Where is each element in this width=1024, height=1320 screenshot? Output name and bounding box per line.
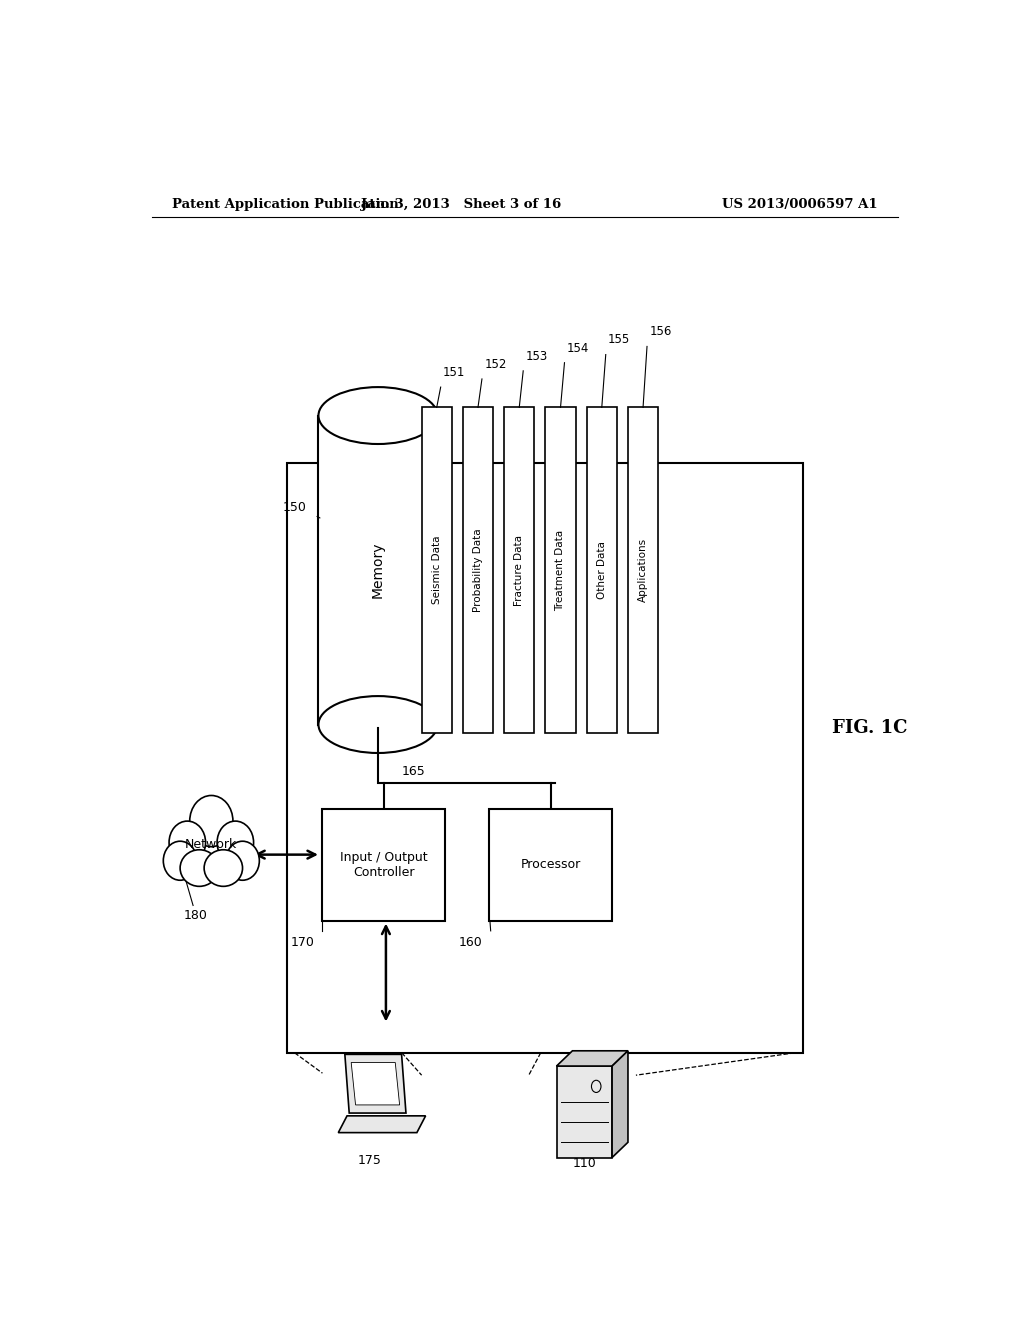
Text: Applications: Applications: [638, 539, 648, 602]
Ellipse shape: [169, 821, 206, 863]
Text: 153: 153: [525, 350, 548, 363]
Text: Fracture Data: Fracture Data: [514, 535, 524, 606]
Text: Patent Application Publication: Patent Application Publication: [172, 198, 398, 211]
Text: 154: 154: [567, 342, 589, 355]
Ellipse shape: [318, 387, 437, 444]
Text: 160: 160: [459, 936, 482, 949]
Text: 165: 165: [401, 766, 426, 779]
Text: 175: 175: [358, 1155, 382, 1167]
Polygon shape: [556, 1051, 628, 1067]
Bar: [504, 408, 535, 733]
Text: Input / Output
Controller: Input / Output Controller: [340, 851, 428, 879]
Ellipse shape: [204, 850, 243, 886]
Ellipse shape: [180, 850, 218, 886]
Text: Jan. 3, 2013   Sheet 3 of 16: Jan. 3, 2013 Sheet 3 of 16: [361, 198, 561, 211]
Text: 156: 156: [649, 325, 672, 338]
Ellipse shape: [318, 696, 437, 752]
Text: Other Data: Other Data: [597, 541, 607, 599]
Text: Probability Data: Probability Data: [473, 528, 483, 612]
Text: Seismic Data: Seismic Data: [432, 536, 441, 605]
Ellipse shape: [225, 841, 259, 880]
Ellipse shape: [217, 821, 254, 863]
Bar: [628, 408, 658, 733]
Text: 110: 110: [572, 1156, 596, 1170]
Bar: [422, 408, 452, 733]
Text: Treatment Data: Treatment Data: [555, 529, 565, 611]
Bar: [489, 809, 612, 921]
Bar: [463, 408, 494, 733]
Text: 170: 170: [291, 936, 314, 949]
Ellipse shape: [163, 841, 197, 880]
Text: 180: 180: [183, 908, 208, 921]
Text: 155: 155: [608, 334, 631, 346]
Bar: [556, 1067, 612, 1158]
Bar: [587, 408, 616, 733]
Ellipse shape: [189, 796, 232, 846]
Polygon shape: [345, 1055, 406, 1113]
Polygon shape: [351, 1063, 399, 1105]
Text: FIG. 1C: FIG. 1C: [833, 718, 907, 737]
Text: Processor: Processor: [520, 858, 581, 871]
Text: Memory: Memory: [371, 541, 385, 598]
Text: US 2013/0006597 A1: US 2013/0006597 A1: [722, 198, 878, 211]
Bar: [323, 809, 445, 921]
Text: 151: 151: [443, 366, 466, 379]
Bar: [546, 408, 575, 733]
Text: Network: Network: [185, 838, 238, 851]
Text: 152: 152: [484, 358, 507, 371]
Bar: [318, 416, 437, 725]
Polygon shape: [338, 1115, 426, 1133]
Bar: [287, 463, 803, 1053]
Bar: [175, 828, 248, 873]
Text: 150: 150: [283, 502, 306, 515]
Polygon shape: [612, 1051, 628, 1158]
